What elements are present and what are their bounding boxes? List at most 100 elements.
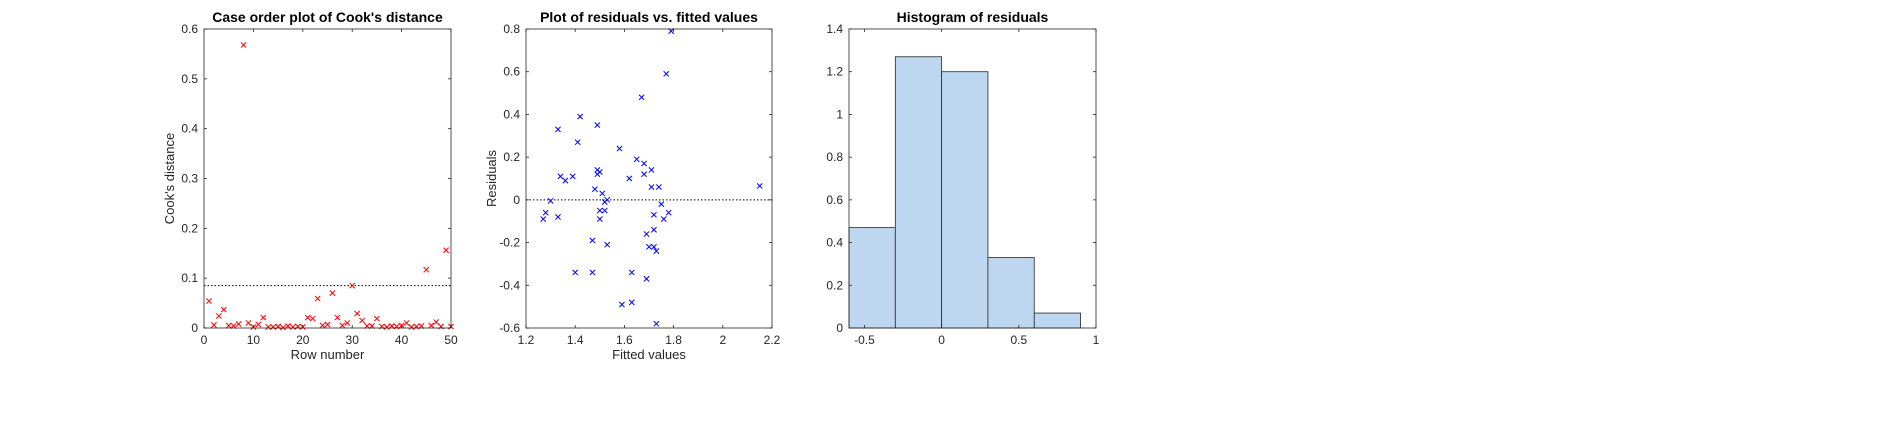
- data-point: [650, 243, 657, 250]
- data-point-stroke: [408, 324, 415, 330]
- y-tick-label: 0.4: [826, 236, 843, 250]
- y-tick-label: 0.8: [503, 22, 520, 36]
- data-point: [304, 314, 311, 321]
- data-point-stroke: [547, 197, 554, 204]
- data-point: [628, 299, 635, 306]
- data-point-stroke: [423, 266, 430, 273]
- data-point: [555, 126, 561, 133]
- data-point: [270, 324, 277, 330]
- y-axis-label: Residuals: [484, 149, 499, 207]
- chart-panel-3: -0.5 0 0.5 1 0 0.2 0.4 0.6 0.8 1 1.2 1.4 Histogram o…: [826, 9, 1099, 347]
- data-point: [265, 324, 272, 330]
- y-tick-label: 0.1: [181, 271, 198, 285]
- histogram-bar: [1033, 312, 1081, 329]
- chart-panel-2: 1.2 1.4 1.6 1.8 2 2.2 -0.6 -0.4 -0.2 0 0.2 0.4 0.6 0.…: [484, 9, 781, 362]
- y-tick-label: 0.6: [503, 65, 520, 79]
- data-point-stroke: [569, 173, 576, 180]
- y-tick-label: 0: [191, 321, 198, 335]
- data-point-stroke: [604, 241, 611, 248]
- data-point-stroke: [628, 269, 635, 276]
- data-point-stroke: [403, 320, 410, 326]
- x-tick-label: 1.8: [665, 333, 682, 347]
- data-point-stroke: [665, 209, 672, 216]
- data-point-stroke: [270, 324, 277, 330]
- data-point: [225, 322, 232, 329]
- data-point: [626, 175, 633, 182]
- data-point: [359, 317, 366, 324]
- data-point-stroke: [205, 298, 212, 305]
- data-point: [668, 28, 675, 35]
- data-point: [205, 298, 212, 305]
- data-point-stroke: [265, 324, 272, 330]
- data-point-stroke: [215, 313, 222, 319]
- data-point: [344, 320, 351, 326]
- data-point-stroke: [339, 322, 346, 329]
- data-point: [574, 139, 581, 146]
- data-point: [599, 190, 606, 197]
- data-point-stroke: [235, 321, 242, 327]
- data-point: [591, 186, 598, 193]
- data-point-stroke: [314, 295, 321, 302]
- data-point: [604, 196, 611, 203]
- data-point-stroke: [245, 320, 252, 326]
- data-point-stroke: [626, 175, 633, 182]
- x-tick-label: 10: [247, 333, 261, 347]
- data-point-stroke: [359, 317, 366, 324]
- data-point: [628, 269, 635, 276]
- data-point-stroke: [653, 248, 660, 255]
- data-point: [349, 282, 356, 289]
- y-tick-label: 0.3: [181, 172, 198, 186]
- data-point: [540, 216, 547, 223]
- data-point: [594, 122, 601, 129]
- data-point-stroke: [653, 320, 660, 327]
- x-tick-label: 1: [1093, 333, 1100, 347]
- data-point-stroke: [555, 126, 561, 133]
- x-axis-label: Row number: [291, 347, 365, 362]
- data-point-stroke: [210, 322, 217, 328]
- data-point-stroke: [599, 190, 606, 197]
- data-point: [616, 145, 623, 152]
- data-point: [601, 207, 608, 214]
- x-tick-label: 2.2: [764, 333, 781, 347]
- data-point: [650, 211, 657, 218]
- data-point-stroke: [589, 269, 596, 276]
- data-point: [329, 290, 336, 297]
- data-point-stroke: [255, 321, 262, 328]
- data-point-stroke: [646, 243, 652, 250]
- data-point: [215, 313, 222, 319]
- data-point-stroke: [628, 299, 635, 306]
- x-tick-label: 0.5: [1010, 333, 1027, 347]
- data-point-stroke: [668, 28, 675, 35]
- data-point: [383, 324, 390, 330]
- data-point: [542, 209, 549, 216]
- data-point-stroke: [574, 139, 581, 146]
- x-tick-label: 2: [719, 333, 726, 347]
- data-point-stroke: [591, 186, 598, 193]
- data-point: [569, 173, 576, 180]
- data-point: [589, 237, 596, 244]
- histogram-bar: [894, 56, 943, 329]
- data-point: [596, 216, 603, 223]
- data-point: [280, 324, 286, 331]
- data-point-stroke: [663, 70, 670, 77]
- data-point: [643, 231, 650, 237]
- data-point-stroke: [289, 324, 296, 330]
- y-tick-label: 0.4: [503, 107, 520, 121]
- data-point: [255, 321, 262, 328]
- x-axis-label: Fitted values: [612, 347, 686, 362]
- data-point: [650, 226, 657, 233]
- data-point-stroke: [589, 237, 596, 244]
- data-point: [557, 173, 564, 180]
- y-tick-label: 0.2: [826, 278, 843, 292]
- data-point: [646, 243, 652, 250]
- data-point: [555, 213, 561, 220]
- data-point-stroke: [604, 196, 611, 203]
- data-point-stroke: [309, 315, 316, 322]
- data-point-stroke: [643, 275, 650, 282]
- data-point-stroke: [542, 209, 549, 216]
- data-point-stroke: [577, 113, 584, 120]
- data-point: [235, 321, 242, 327]
- data-point: [314, 295, 321, 302]
- axes-box: [525, 28, 773, 329]
